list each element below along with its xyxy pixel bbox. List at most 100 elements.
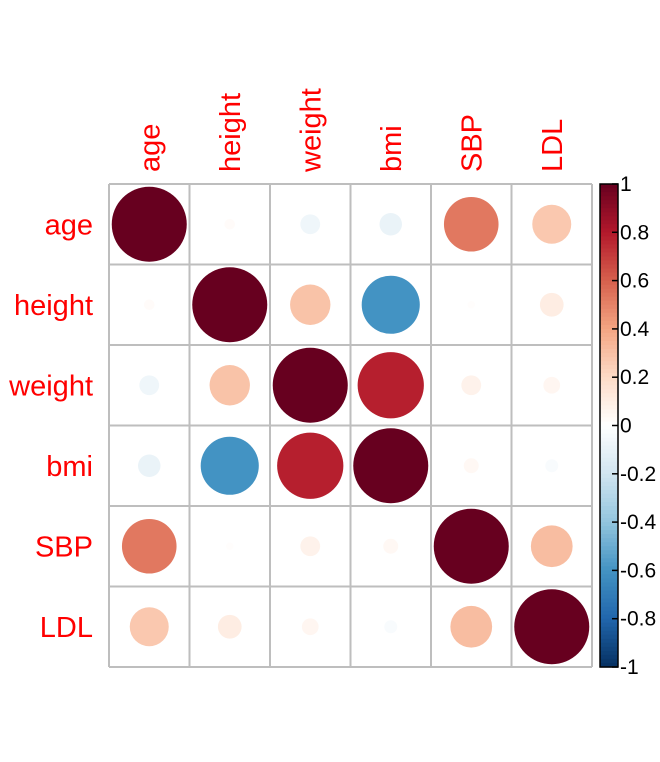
legend-color-segment xyxy=(600,216,618,221)
correlation-circle-age-bmi xyxy=(379,213,402,236)
legend-color-segment xyxy=(600,622,618,628)
legend-tick-label: -0.2 xyxy=(620,463,656,486)
legend-color-segment xyxy=(600,441,618,447)
legend-tick-label: 0 xyxy=(620,415,632,438)
legend-color-segment xyxy=(600,437,618,443)
legend-color-segment xyxy=(600,542,618,547)
correlation-circle-age-height xyxy=(224,218,236,230)
correlation-circle-weight-SBP xyxy=(461,375,482,396)
correlation-circle-height-LDL xyxy=(539,292,564,317)
legend-color-segment xyxy=(600,582,618,588)
correlation-circle-bmi-age xyxy=(138,454,161,477)
correlation-circle-LDL-weight xyxy=(301,618,319,636)
legend-color-segment xyxy=(600,228,618,233)
legend-color-segment xyxy=(600,397,618,402)
legend-color-segment xyxy=(600,276,618,282)
legend-color-segment xyxy=(600,530,618,535)
legend-color-segment xyxy=(600,405,618,411)
legend-color-segment xyxy=(600,538,618,543)
correlation-circle-age-age xyxy=(111,186,187,262)
legend-color-segment xyxy=(600,642,618,648)
legend-color-segment xyxy=(600,658,618,664)
column-label-age: age xyxy=(134,124,166,172)
legend-color-segment xyxy=(600,618,618,624)
row-label-bmi: bmi xyxy=(46,451,93,483)
correlation-circle-weight-height xyxy=(209,365,250,406)
legend-color-segment xyxy=(600,526,618,531)
legend-color-segment xyxy=(600,332,618,338)
legend-color-segment xyxy=(600,425,618,431)
legend-color-segment xyxy=(600,562,618,567)
legend-color-segment xyxy=(600,461,618,467)
correlation-circle-height-SBP xyxy=(467,301,475,309)
column-label-height: height xyxy=(215,93,247,172)
legend-color-segment xyxy=(600,401,618,406)
legend-color-segment xyxy=(600,453,618,459)
legend-color-segment xyxy=(600,296,618,302)
legend-color-segment xyxy=(600,184,618,189)
legend-color-segment xyxy=(600,417,618,423)
legend-color-segment xyxy=(600,361,618,366)
legend-color-segment xyxy=(600,264,618,270)
legend-color-segment xyxy=(600,204,618,209)
legend-color-segment xyxy=(600,393,618,398)
legend-color-segment xyxy=(600,353,618,358)
legend-color-segment xyxy=(600,493,618,499)
legend-color-segment xyxy=(600,646,618,652)
correlation-circle-height-weight xyxy=(290,284,331,325)
correlation-circle-bmi-bmi xyxy=(353,428,429,504)
legend-color-segment xyxy=(600,188,618,193)
legend-color-segment xyxy=(600,349,618,354)
legend-color-segment xyxy=(600,501,618,507)
legend-color-segment xyxy=(600,650,618,656)
legend-color-segment xyxy=(600,594,618,600)
correlation-circle-bmi-LDL xyxy=(545,459,559,473)
legend-tick-label: 0.4 xyxy=(620,318,650,341)
correlation-circle-height-height xyxy=(192,267,268,343)
legend-color-segment xyxy=(600,598,618,604)
legend-color-segment xyxy=(600,385,618,390)
legend-color-segment xyxy=(600,272,618,278)
legend-color-segment xyxy=(600,300,618,306)
column-label-bmi: bmi xyxy=(376,125,408,172)
legend-color-segment xyxy=(600,340,618,346)
legend-color-segment xyxy=(600,662,618,668)
legend-color-segment xyxy=(600,449,618,455)
legend-color-segment xyxy=(600,252,618,258)
legend-color-segment xyxy=(600,369,618,374)
legend-color-segment xyxy=(600,316,618,322)
legend-color-segment xyxy=(600,409,618,415)
legend-color-segment xyxy=(600,280,618,286)
correlation-circle-age-LDL xyxy=(532,204,572,244)
legend-color-segment xyxy=(600,566,618,572)
correlation-circle-LDL-height xyxy=(217,614,242,639)
column-label-LDL: LDL xyxy=(537,119,569,172)
legend-color-segment xyxy=(600,377,618,382)
legend-color-segment xyxy=(600,196,618,201)
legend-tick-label: 1 xyxy=(620,173,632,196)
correlation-circle-LDL-SBP xyxy=(450,605,493,648)
legend-color-segment xyxy=(600,518,618,523)
correlation-circle-bmi-height xyxy=(200,436,259,495)
legend-color-segment xyxy=(600,413,618,419)
row-label-SBP: SBP xyxy=(35,531,93,563)
correlation-circles xyxy=(111,186,590,665)
legend-color-segment xyxy=(600,578,618,584)
legend-color-segment xyxy=(600,365,618,370)
legend-color-segment xyxy=(600,308,618,314)
legend-color-segment xyxy=(600,497,618,503)
legend-color-segment xyxy=(600,481,618,487)
legend-color-segment xyxy=(600,208,618,213)
legend-color-segment xyxy=(600,510,618,515)
correlation-circle-LDL-age xyxy=(129,607,169,647)
legend-color-segment xyxy=(600,240,618,245)
legend-color-segment xyxy=(600,626,618,632)
correlation-circle-weight-age xyxy=(139,375,160,396)
row-label-age: age xyxy=(45,209,93,241)
legend-color-segment xyxy=(600,248,618,254)
correlation-circle-weight-bmi xyxy=(357,352,424,419)
correlation-circle-SBP-height xyxy=(226,542,234,550)
legend-color-segment xyxy=(600,590,618,596)
legend-color-segment xyxy=(600,489,618,495)
